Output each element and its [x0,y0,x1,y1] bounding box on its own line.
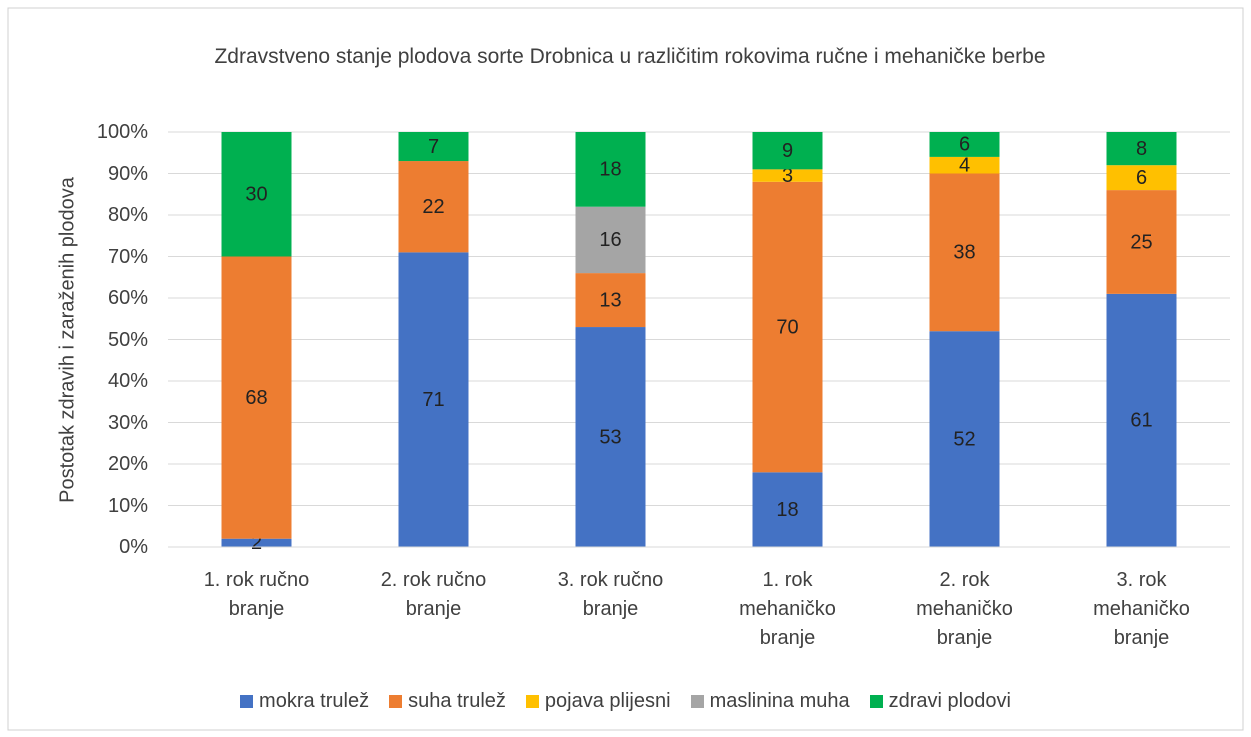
y-tick-label: 50% [107,328,148,351]
y-axis-title: Postotak zdravih i zaraženih plodova [56,177,79,503]
legend-swatch [525,695,539,708]
data-label: 38 [953,242,975,264]
bar-segment [221,132,292,257]
data-label: 30 [245,184,267,206]
data-label: 6 [1136,167,1147,189]
bar-segment [1106,293,1177,547]
legend-label: suha trulež [408,690,506,712]
data-label: 6 [959,134,970,156]
bar-segment [1106,132,1177,166]
y-tick-label: 40% [107,370,148,392]
data-label: 18 [776,499,798,521]
legend-swatch [389,695,403,708]
legend-item: zdravi plodovi [869,690,1011,713]
bar-segment [575,327,646,547]
bar-segment [929,132,1000,157]
x-tick-label: 3. rok ručno branje [557,569,664,620]
legend-swatch [240,695,254,708]
x-tick-label: 3. rok mehaničko branje [1093,569,1190,649]
bar-segment [929,156,1000,174]
legend-label: maslinina muha [709,690,850,712]
legend-label: zdravi plodovi [888,690,1011,712]
data-label: 53 [599,426,621,448]
y-tick-label: 80% [107,204,148,226]
data-label: 52 [953,428,975,450]
bar-segment [398,132,469,162]
data-label: 71 [422,389,444,411]
data-label: 22 [422,196,444,218]
data-label: 2 [251,532,262,554]
data-label: 25 [1130,231,1152,253]
data-label: 4 [959,154,970,176]
data-label: 18 [599,159,621,181]
y-tick-label: 30% [107,411,148,434]
bar-segment [398,252,469,547]
bar-segment [1106,190,1177,294]
data-label: 16 [599,229,621,251]
data-label: 68 [245,387,267,409]
bar-segment [929,331,1000,547]
legend-label: pojava plijesni [544,690,671,712]
bar-segment [221,256,292,539]
legend: mokra trulež suha trulež pojava plijesni ma… [0,690,1251,713]
chart-border [7,7,1244,731]
y-tick-label: 90% [107,162,148,185]
legend-item: pojava plijesni [525,690,671,713]
legend-label: mokra trulež [259,690,370,712]
legend-item: maslinina muha [690,690,850,713]
bar-segment [929,173,1000,332]
bar-segment [575,273,646,328]
data-label: 9 [782,140,793,162]
bar-segment [752,132,823,170]
legend-item: mokra trulež [240,690,369,713]
y-tick-label: 20% [107,453,148,475]
y-tick-label: 70% [107,245,148,268]
legend-swatch [690,695,704,708]
x-tick-label: 2. rok ručno branje [380,569,487,620]
data-label: 7 [428,136,439,158]
bar-segment [1106,165,1177,191]
bar-segment [398,161,469,253]
x-tick-label: 1. rok mehaničko branje [739,569,836,649]
data-label: 3 [782,165,793,187]
chart-title: Zdravstveno stanje plodova sorte Drobnic… [214,45,1046,68]
y-tick-label: 60% [107,287,148,309]
y-tick-label: 100% [96,121,148,143]
x-tick-label: 2. rok mehaničko branje [916,569,1013,649]
data-label: 70 [776,316,798,338]
y-tick-label: 0% [119,536,148,558]
y-tick-label: 10% [107,494,148,517]
bar-segment [575,206,646,274]
x-tick-label: 1. rok ručno branje [203,569,310,620]
legend-swatch [869,695,883,708]
bar-segment [752,472,823,547]
bar-segment [575,132,646,207]
data-label: 13 [599,289,621,311]
bar-segment [221,538,292,547]
bar-segment [752,181,823,473]
legend-item: suha trulež [389,690,506,713]
data-label: 61 [1130,410,1152,432]
bar-segment [752,169,823,182]
data-label: 8 [1136,138,1147,160]
